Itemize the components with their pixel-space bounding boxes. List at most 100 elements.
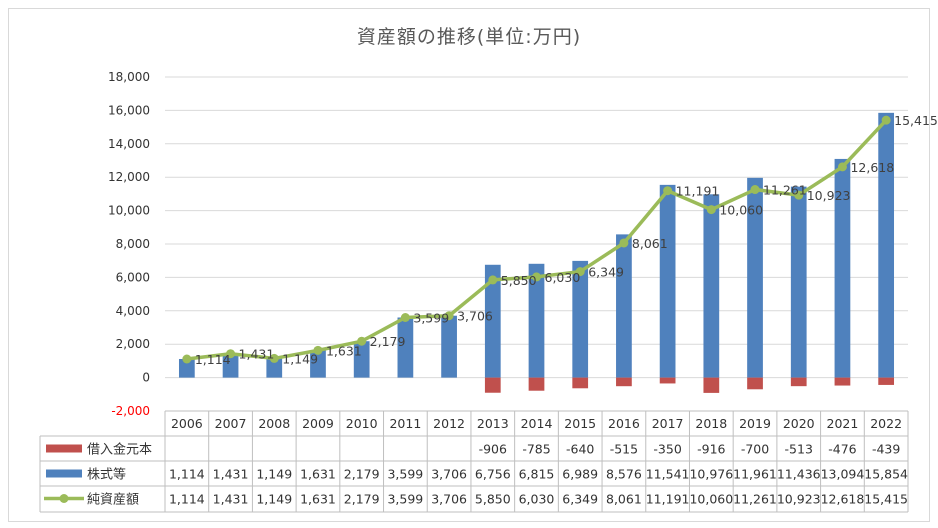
bar-stock-2011	[397, 317, 414, 378]
bar-borrow-2021	[834, 377, 851, 386]
table-cell-borrow-2018: -916	[697, 442, 725, 457]
legend-label-borrow: 借入金元本	[87, 442, 152, 458]
table-cell-borrow-2013: -906	[479, 442, 507, 457]
table-cell-net-2012: 3,706	[431, 492, 467, 507]
y-tick-label: 0	[142, 371, 150, 385]
bar-stock-2013	[484, 264, 501, 378]
table-cell-stock-2019: 11,961	[733, 467, 777, 482]
y-tick-label: 2,000	[116, 337, 150, 351]
point-net-2018	[706, 205, 716, 215]
point-net-2019	[750, 185, 760, 195]
label-net-2011: 3,599	[413, 310, 449, 325]
table-cell-stock-2014: 6,815	[519, 467, 555, 482]
table-year-2016: 2016	[608, 416, 640, 431]
bar-borrow-2016	[616, 377, 632, 387]
bar-stock-2019	[747, 177, 763, 378]
table-cell-borrow-2015: -640	[566, 442, 594, 457]
table-cell-stock-2006: 1,114	[169, 467, 205, 482]
bar-borrow-2017	[659, 377, 676, 384]
y-tick-label: 4,000	[116, 304, 150, 318]
bar-stock-2020	[790, 186, 807, 378]
point-net-2015	[575, 267, 585, 277]
point-net-2022	[881, 115, 891, 125]
y-tick-label: 12,000	[108, 170, 150, 184]
bar-borrow-2022	[878, 377, 895, 385]
table-cell-stock-2013: 6,756	[475, 467, 511, 482]
legend-label-stock: 株式等	[87, 467, 126, 483]
bar-stock-2018	[703, 194, 720, 378]
label-net-2013: 5,850	[501, 273, 537, 288]
point-net-2006	[182, 354, 192, 364]
label-net-2006: 1,114	[195, 352, 231, 367]
point-net-2021	[837, 162, 847, 172]
bar-stock-2022	[878, 112, 895, 378]
label-net-2019: 11,261	[763, 183, 807, 198]
table-cell-net-2015: 6,349	[562, 492, 598, 507]
legend-label-net: 純資産額	[87, 492, 139, 508]
y-tick-label: 18,000	[108, 70, 150, 84]
point-net-2010	[357, 336, 367, 346]
table-cell-stock-2018: 10,976	[689, 467, 733, 482]
bar-stock-2021	[834, 158, 851, 378]
point-net-2020	[794, 190, 804, 200]
legend-key-net-marker	[59, 494, 69, 503]
table-cell-stock-2020: 11,436	[777, 467, 821, 482]
bar-borrow-2020	[790, 377, 807, 387]
table-cell-stock-2010: 2,179	[344, 467, 380, 482]
table-cell-net-2017: 11,191	[646, 492, 690, 507]
table-year-2020: 2020	[783, 416, 815, 431]
label-net-2016: 8,061	[632, 236, 668, 251]
legend-key-stock	[46, 469, 82, 478]
point-net-2017	[663, 186, 673, 196]
table-cell-stock-2022: 15,854	[864, 467, 908, 482]
table-cell-stock-2015: 6,989	[562, 467, 598, 482]
table-year-2019: 2019	[739, 416, 771, 431]
label-net-2008: 1,149	[282, 351, 318, 366]
table-cell-net-2021: 12,618	[821, 492, 865, 507]
table-year-2009: 2009	[302, 416, 334, 431]
label-net-2009: 1,631	[326, 343, 362, 358]
table-cell-net-2020: 10,923	[777, 492, 821, 507]
table-year-2015: 2015	[564, 416, 596, 431]
table-cell-net-2011: 3,599	[387, 492, 423, 507]
table-cell-stock-2021: 13,094	[821, 467, 865, 482]
point-net-2009	[313, 345, 323, 355]
table-cell-borrow-2019: -700	[741, 442, 769, 457]
label-net-2010: 2,179	[370, 334, 406, 349]
table-year-2011: 2011	[389, 416, 421, 431]
bar-borrow-2019	[747, 377, 763, 390]
table-cell-stock-2012: 3,706	[431, 467, 467, 482]
table-cell-stock-2009: 1,631	[300, 467, 336, 482]
table-year-2014: 2014	[521, 416, 553, 431]
y-tick-label: 8,000	[116, 237, 150, 251]
table-cell-stock-2017: 11,541	[646, 467, 690, 482]
legend-key-borrow	[46, 444, 82, 453]
table-cell-stock-2007: 1,431	[213, 467, 249, 482]
bar-borrow-2014	[528, 377, 545, 391]
chart-frame	[8, 8, 930, 522]
table-cell-stock-2011: 3,599	[387, 467, 423, 482]
label-net-2018: 10,060	[719, 203, 763, 218]
table-year-2013: 2013	[477, 416, 509, 431]
table-cell-net-2016: 8,061	[606, 492, 642, 507]
table-cell-borrow-2022: -439	[872, 442, 900, 457]
chart-title: 資産額の推移(単位:万円)	[356, 26, 582, 48]
point-net-2008	[269, 353, 279, 363]
table-cell-net-2014: 6,030	[519, 492, 555, 507]
table-year-2018: 2018	[695, 416, 727, 431]
bar-stock-2008	[266, 358, 283, 378]
y-tick-label: 10,000	[108, 204, 150, 218]
y-tick-label: 14,000	[108, 137, 150, 151]
bar-borrow-2015	[572, 377, 589, 389]
label-net-2007: 1,431	[239, 347, 275, 362]
bar-stock-2006	[178, 358, 195, 378]
table-cell-net-2019: 11,261	[733, 492, 777, 507]
table-year-2021: 2021	[827, 416, 859, 431]
y-tick-label: -2,000	[111, 404, 150, 418]
bar-stock-2007	[222, 353, 239, 378]
table-cell-net-2007: 1,431	[213, 492, 249, 507]
table-cell-net-2018: 10,060	[689, 492, 733, 507]
label-net-2021: 12,618	[850, 160, 894, 175]
label-net-2017: 11,191	[676, 184, 720, 199]
table-cell-net-2013: 5,850	[475, 492, 511, 507]
